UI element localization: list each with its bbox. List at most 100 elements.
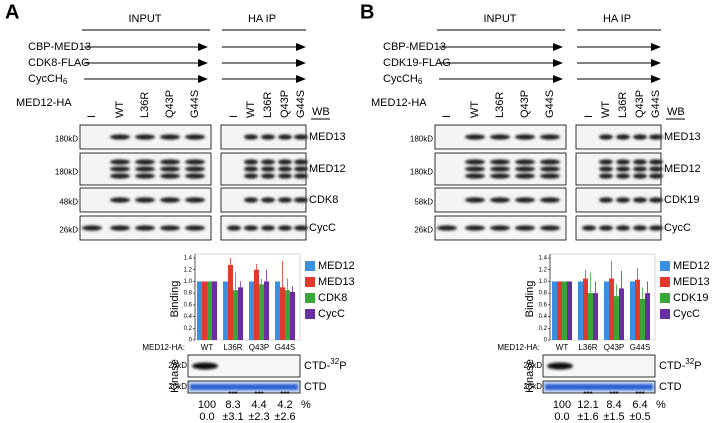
band: [649, 166, 663, 172]
band: [185, 166, 205, 172]
blot-name: CTD-32P: [304, 357, 347, 372]
band: [185, 159, 205, 165]
blot-name-text: CTD-: [659, 360, 686, 372]
bar: [285, 290, 290, 340]
lane-label: G44S: [544, 90, 556, 118]
construct-label: CDK19-FLAG: [383, 57, 451, 69]
band: [490, 225, 510, 231]
sd-value: ±2.3: [248, 411, 269, 423]
lane-label: G44S: [295, 90, 307, 118]
sd-value: ±1.6: [577, 411, 598, 423]
bar: [635, 279, 640, 340]
legend-swatch: [660, 261, 670, 271]
band: [135, 225, 155, 231]
bar: [640, 299, 645, 340]
legend-label: MED13: [318, 276, 355, 288]
band: [294, 225, 308, 231]
mw-label: 26kD: [523, 382, 542, 391]
percent-value: 8.3: [225, 399, 240, 411]
arrow-head: [198, 75, 208, 83]
lane-label: Q43P: [164, 90, 176, 118]
lane-label: L36R: [617, 92, 629, 118]
band: [633, 166, 647, 172]
band: [135, 173, 155, 179]
y-tick-label: 1.0: [184, 279, 193, 285]
band: [261, 225, 275, 231]
band: [545, 384, 653, 390]
y-tick-label: 0.4: [539, 314, 548, 320]
percent-value: 4.2: [277, 399, 292, 411]
bar: [202, 281, 207, 340]
header: HA IP: [248, 13, 276, 25]
band: [244, 197, 258, 203]
legend-swatch: [660, 277, 670, 287]
band: [540, 225, 560, 231]
arrow-head: [651, 43, 661, 51]
blot: [187, 354, 301, 378]
x-tick-label: Q43P: [249, 343, 269, 352]
x-tick-label: G44S: [275, 343, 295, 352]
band: [649, 159, 663, 165]
y-axis-label: Binding: [524, 281, 536, 318]
band: [649, 225, 663, 231]
percent-unit: %: [656, 399, 666, 411]
lane-label: I: [228, 115, 240, 118]
construct-text: CycCH: [383, 73, 418, 85]
band: [633, 173, 647, 179]
header: INPUT: [129, 13, 162, 25]
band: [633, 197, 647, 203]
band: [599, 173, 613, 179]
construct-text: CDK19-FLAG: [383, 57, 451, 69]
legend-swatch: [660, 293, 670, 303]
band: [633, 134, 647, 140]
mw-label: 180kD: [55, 135, 78, 144]
band: [540, 134, 560, 140]
x-tick-label: WT: [556, 343, 569, 352]
blot-name: MED13: [309, 131, 346, 143]
construct-label: CycCH6: [383, 73, 423, 86]
arrow-head: [553, 43, 563, 51]
band: [294, 173, 308, 179]
band: [244, 166, 258, 172]
bar: [562, 281, 567, 340]
band: [185, 225, 205, 231]
band: [244, 134, 258, 140]
y-tick-label: 0: [544, 338, 548, 344]
band: [160, 197, 180, 203]
legend-swatch: [660, 309, 670, 319]
band: [110, 159, 130, 165]
construct-text: CycCH: [28, 73, 63, 85]
y-tick-label: 0.2: [184, 326, 193, 332]
construct-sub: 6: [63, 77, 68, 86]
kinase-label: Kinase: [524, 359, 536, 393]
y-tick-label: 0.6: [184, 302, 193, 308]
panel-letter: B: [360, 1, 374, 23]
band: [294, 134, 308, 140]
significance: ***: [635, 390, 644, 399]
wb-label: WB: [312, 106, 330, 118]
significance: ***: [583, 390, 592, 399]
band: [437, 225, 457, 231]
band: [515, 159, 535, 165]
band: [465, 173, 485, 179]
lane-label: L36R: [262, 92, 274, 118]
band: [185, 173, 205, 179]
lane-label: L36R: [494, 92, 506, 118]
bar: [223, 281, 228, 340]
construct-label: CBP-MED13: [383, 41, 446, 53]
lane-label: Q43P: [634, 90, 646, 118]
band: [540, 166, 560, 172]
sd-value: 0.0: [554, 411, 569, 423]
band: [540, 197, 560, 203]
sd-value: ±3.1: [222, 411, 243, 423]
y-tick-label: 0.6: [539, 302, 548, 308]
construct-text: CBP-MED13: [383, 41, 446, 53]
band: [599, 159, 613, 165]
bar: [233, 290, 238, 340]
bar: [552, 281, 557, 340]
legend-label: MED12: [318, 260, 355, 272]
bar: [557, 281, 562, 340]
bar: [567, 281, 572, 340]
band: [110, 197, 130, 203]
bar: [645, 293, 650, 340]
